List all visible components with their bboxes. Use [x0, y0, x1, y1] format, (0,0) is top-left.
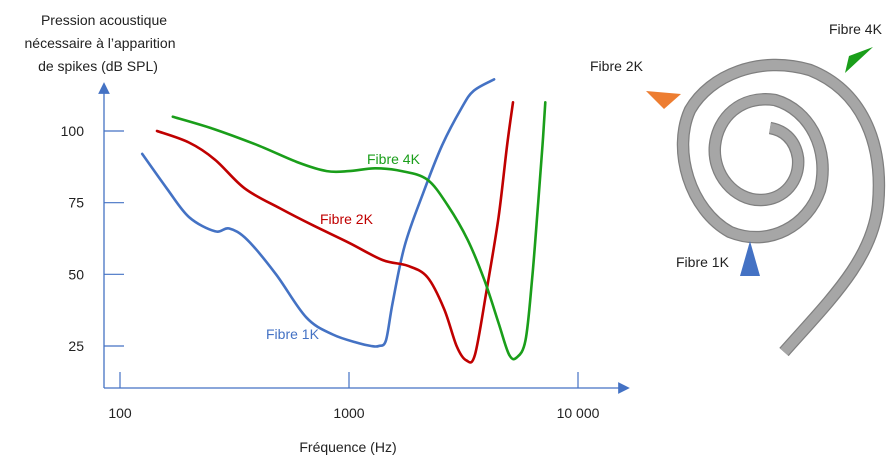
x-tick-label: 1000: [333, 405, 364, 421]
y-axis-title-line-1: Pression acoustique: [41, 12, 167, 28]
marker-fibre-1k-triangle: [740, 241, 760, 276]
cochlea-spiral-body: [676, 58, 886, 357]
y-tick-label: 75: [68, 195, 84, 211]
marker-fibre-2k-triangle: [646, 91, 681, 109]
marker-fibre-4k-label: Fibre 4K: [829, 21, 883, 37]
marker-fibre-4k-triangle: [845, 47, 873, 73]
marker-fibre-2k-label: Fibre 2K: [590, 58, 644, 74]
curve-label-fibre-2k: Fibre 2K: [320, 211, 374, 227]
x-tick-label: 10 000: [557, 405, 600, 421]
x-tick-label: 100: [108, 405, 132, 421]
curve-label-fibre-4k: Fibre 4K: [367, 151, 421, 167]
curve-label-fibre-1k: Fibre 1K: [266, 326, 320, 342]
y-axis-title-line-2: nécessaire à l’apparition: [25, 35, 176, 51]
x-ticks: 100 1000 10 000: [108, 372, 600, 421]
y-axis-title-line-3: de spikes (dB SPL): [38, 58, 158, 74]
marker-fibre-1k-label: Fibre 1K: [676, 254, 730, 270]
y-tick-label: 100: [61, 123, 85, 139]
y-tick-label: 25: [68, 338, 84, 354]
y-ticks: 25 50 75 100: [61, 123, 124, 354]
series-line-fibre-1k: [140, 78, 496, 348]
series-line-fibre-4k: [171, 101, 547, 361]
cochlea-spiral: [676, 58, 886, 357]
y-tick-label: 50: [68, 266, 84, 282]
x-axis-title: Fréquence (Hz): [299, 439, 396, 455]
series-group: [140, 78, 547, 364]
cochlea-spiral-fill: [678, 59, 884, 356]
series-line-fibre-2k: [155, 101, 515, 364]
